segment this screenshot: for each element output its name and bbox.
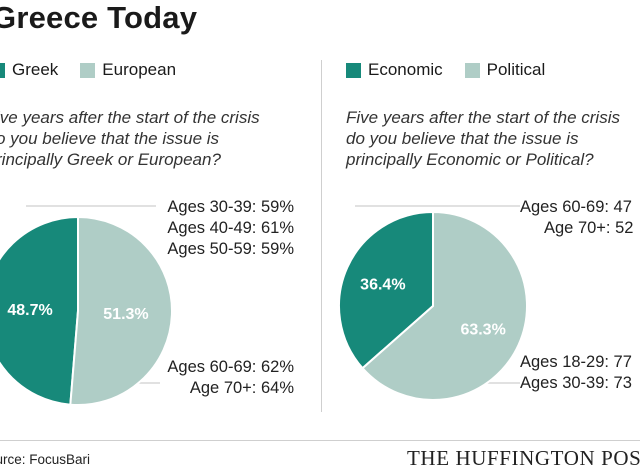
legend-label-political: Political [486,60,546,79]
right-ages-top: Ages 60-69: 47 Age 70+: 52 [520,197,633,239]
chart-title: Greece Today [0,0,198,35]
right-ages-bottom: Ages 18-29: 77 Ages 30-39: 73 [520,352,632,394]
right-age-row: Age 70+: 52 [544,219,634,237]
data-label-economic: 36.4% [360,276,405,293]
pie-slice-political [361,210,528,401]
pie-slice-greek [0,215,79,406]
legend-swatch-political [464,62,480,78]
left-age-row: Ages 40-49: 61% [167,219,294,237]
pie-slice-european [69,215,173,406]
publisher-logo: THE HUFFINGTON POS [407,446,640,470]
panel-divider [321,60,322,412]
left-age-row: Age 70+: 64% [189,379,294,397]
pie-slice-economic [338,210,434,370]
left-age-row: Ages 50-59: 59% [167,240,294,258]
legend-label-greek: Greek [12,60,59,79]
left-question: ive years after the start of the crisis … [0,107,260,170]
right-question-line-2: do you believe that the issue is [346,129,579,148]
right-age-row: Ages 60-69: 47 [520,198,632,216]
right-question-line-3: principally Economic or Political? [346,150,594,169]
pie-chart-greek-european: 48.7% 51.3% [0,205,173,406]
left-question-line-1: ive years after the start of the crisis [0,108,260,127]
left-ages-bottom: Ages 60-69: 62% Age 70+: 64% [167,357,294,399]
left-age-row: Ages 60-69: 62% [167,358,294,376]
right-age-row: Ages 18-29: 77 [520,353,632,371]
left-question-line-3: rincipally Greek or European? [0,150,221,169]
legend-swatch-economic [346,62,361,78]
right-legend: Economic Political [346,60,567,80]
right-question: Five years after the start of the crisis… [346,107,620,170]
legend-swatch-greek [0,62,5,78]
data-label-political: 63.3% [460,322,505,339]
right-age-row: Ages 30-39: 73 [520,374,632,392]
legend-swatch-european [80,62,96,78]
source-note: ource: FocusBari [0,452,91,467]
data-label-european: 51.3% [103,306,148,323]
footer-rule [0,440,640,441]
left-legend: Greek European [0,60,198,80]
data-label-greek: 48.7% [7,302,52,319]
left-ages-top: Ages 30-39: 59% Ages 40-49: 61% Ages 50-… [167,197,294,260]
pie-chart-economic-political: 36.4% 63.3% [338,205,528,401]
legend-label-european: European [102,60,177,79]
left-age-row: Ages 30-39: 59% [167,198,294,216]
right-question-line-1: Five years after the start of the crisis [346,108,620,127]
left-question-line-2: o you believe that the issue is [0,129,220,148]
legend-label-economic: Economic [368,60,443,79]
